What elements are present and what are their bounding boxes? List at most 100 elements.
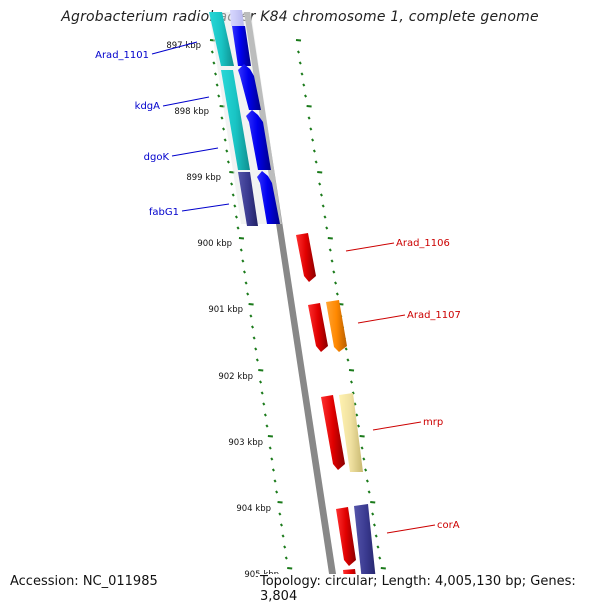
inner-scale-dot bbox=[258, 369, 264, 372]
outer-scale-dot bbox=[304, 94, 308, 98]
inner-scale-dot bbox=[271, 468, 275, 472]
inner-scale-dot bbox=[233, 204, 237, 208]
outer-scale-dot bbox=[334, 281, 338, 285]
leader-arad-1106 bbox=[345, 242, 395, 252]
gene-arad-1101 bbox=[232, 26, 251, 66]
gene-label-arad-1101: Arad_1101 bbox=[95, 50, 149, 61]
inner-scale-dot bbox=[220, 116, 224, 120]
outer-scale-dot bbox=[306, 105, 312, 108]
tick-label-903: 903 kbp bbox=[228, 438, 263, 448]
inner-scale-dot bbox=[263, 413, 267, 417]
inner-scale-dot bbox=[230, 182, 234, 186]
inner-scale-dot bbox=[267, 435, 273, 438]
outer-scale-dot bbox=[327, 237, 333, 240]
gene-label-arad-1106: Arad_1106 bbox=[396, 238, 450, 249]
inner-scale-dot bbox=[262, 402, 266, 406]
inner-scale-dot bbox=[210, 50, 214, 54]
gene-label-dgok: dgoK bbox=[144, 152, 170, 163]
inner-scale-dot bbox=[281, 534, 285, 538]
inner-scale-dot bbox=[225, 149, 229, 153]
outer-scale-dot bbox=[302, 83, 306, 87]
gene-label-mrp: mrp bbox=[423, 417, 443, 428]
outer-scale-dot bbox=[359, 435, 365, 438]
inner-scale-dot bbox=[260, 391, 264, 395]
inner-scale-dot bbox=[241, 259, 245, 263]
inner-scale-dot bbox=[265, 424, 269, 428]
inner-scale-dot bbox=[255, 358, 259, 362]
inner-scale-dot bbox=[244, 281, 248, 285]
gene-label-kdga: kdgA bbox=[135, 101, 160, 112]
inner-scale-dot bbox=[242, 270, 246, 274]
outer-scale-dot bbox=[378, 556, 382, 560]
outer-scale-dot bbox=[376, 545, 380, 549]
gene-dgok bbox=[246, 110, 271, 170]
outer-scale-dot bbox=[367, 490, 371, 494]
inner-scale-dot bbox=[284, 556, 288, 560]
outer-scale-dot bbox=[314, 160, 318, 164]
inner-scale-dot bbox=[249, 314, 253, 318]
inner-scale-dot bbox=[248, 303, 254, 306]
outer-scale-dot bbox=[298, 61, 302, 65]
inner-tick-dots bbox=[209, 39, 293, 593]
inner-scale-dot bbox=[236, 226, 240, 230]
inner-scale-dot bbox=[246, 292, 250, 296]
inner-scale-dot bbox=[278, 512, 282, 516]
inner-scale-dot bbox=[283, 545, 287, 549]
leader-arad-1101 bbox=[151, 41, 198, 55]
outer-scale-dot bbox=[349, 380, 354, 384]
outer-scale-dot bbox=[346, 358, 350, 362]
inner-scale-dot bbox=[259, 380, 263, 384]
accession-label: Accession: NC_011985 bbox=[8, 574, 160, 589]
outer-scale-dot bbox=[364, 468, 368, 472]
tick-label-899: 899 kbp bbox=[186, 173, 221, 183]
gene-fabg1 bbox=[257, 171, 280, 224]
gene-top-fade bbox=[230, 10, 244, 26]
gene-arad-1107-cog bbox=[326, 300, 347, 352]
inner-scale-dot bbox=[222, 127, 226, 131]
inner-scale-dot bbox=[273, 479, 277, 483]
inner-scale-dot bbox=[268, 446, 272, 450]
gene-label-fabg1: fabG1 bbox=[149, 207, 179, 218]
tick-label-898: 898 kbp bbox=[174, 107, 209, 117]
outer-scale-dot bbox=[360, 446, 364, 450]
gene-kdga-cog bbox=[221, 70, 250, 170]
inner-scale-dot bbox=[231, 193, 235, 197]
tick-label-904: 904 kbp bbox=[236, 504, 271, 514]
gene-kdga bbox=[238, 64, 261, 110]
leader-mrp bbox=[372, 421, 422, 431]
tick-label-900: 900 kbp bbox=[197, 239, 232, 249]
outer-scale-dot bbox=[325, 226, 329, 230]
gene-mrp-cog bbox=[339, 393, 363, 472]
outer-scale-dot bbox=[321, 204, 325, 208]
outer-scale-dot bbox=[328, 248, 332, 252]
gene-arad-1106 bbox=[296, 233, 316, 282]
leader-cora bbox=[386, 524, 436, 534]
outer-scale-dot bbox=[348, 369, 355, 372]
outer-scale-dot bbox=[351, 391, 355, 395]
gene-cora bbox=[336, 507, 356, 566]
topology-label: Topology: circular; Length: 4,005,130 bp… bbox=[258, 574, 600, 604]
map-title: Agrobacterium radiobacter K84 chromosome… bbox=[61, 9, 539, 25]
leader-dgok bbox=[171, 147, 219, 157]
outer-scale-dot bbox=[300, 72, 304, 76]
leader-fabg1 bbox=[181, 203, 230, 212]
inner-scale-dot bbox=[279, 523, 283, 527]
inner-scale-dot bbox=[275, 490, 279, 494]
outer-scale-dot bbox=[370, 501, 376, 504]
outer-scale-dot bbox=[355, 413, 359, 417]
inner-scale-dot bbox=[277, 501, 283, 504]
gene-label-cora: corA bbox=[437, 520, 460, 531]
tick-label-902: 902 kbp bbox=[218, 372, 253, 382]
inner-scale-dot bbox=[252, 336, 256, 340]
inner-scale-dot bbox=[223, 138, 227, 142]
outer-scale-dot bbox=[374, 534, 378, 538]
outer-scale-dot bbox=[317, 171, 323, 174]
gene-arad-1107 bbox=[308, 303, 328, 352]
outer-scale-dot bbox=[362, 457, 366, 461]
outer-scale-dot bbox=[309, 127, 313, 131]
outer-scale-dot bbox=[295, 39, 302, 42]
outer-scale-dot bbox=[312, 149, 316, 153]
inner-scale-dot bbox=[270, 457, 274, 461]
inner-scale-dot bbox=[239, 248, 243, 252]
